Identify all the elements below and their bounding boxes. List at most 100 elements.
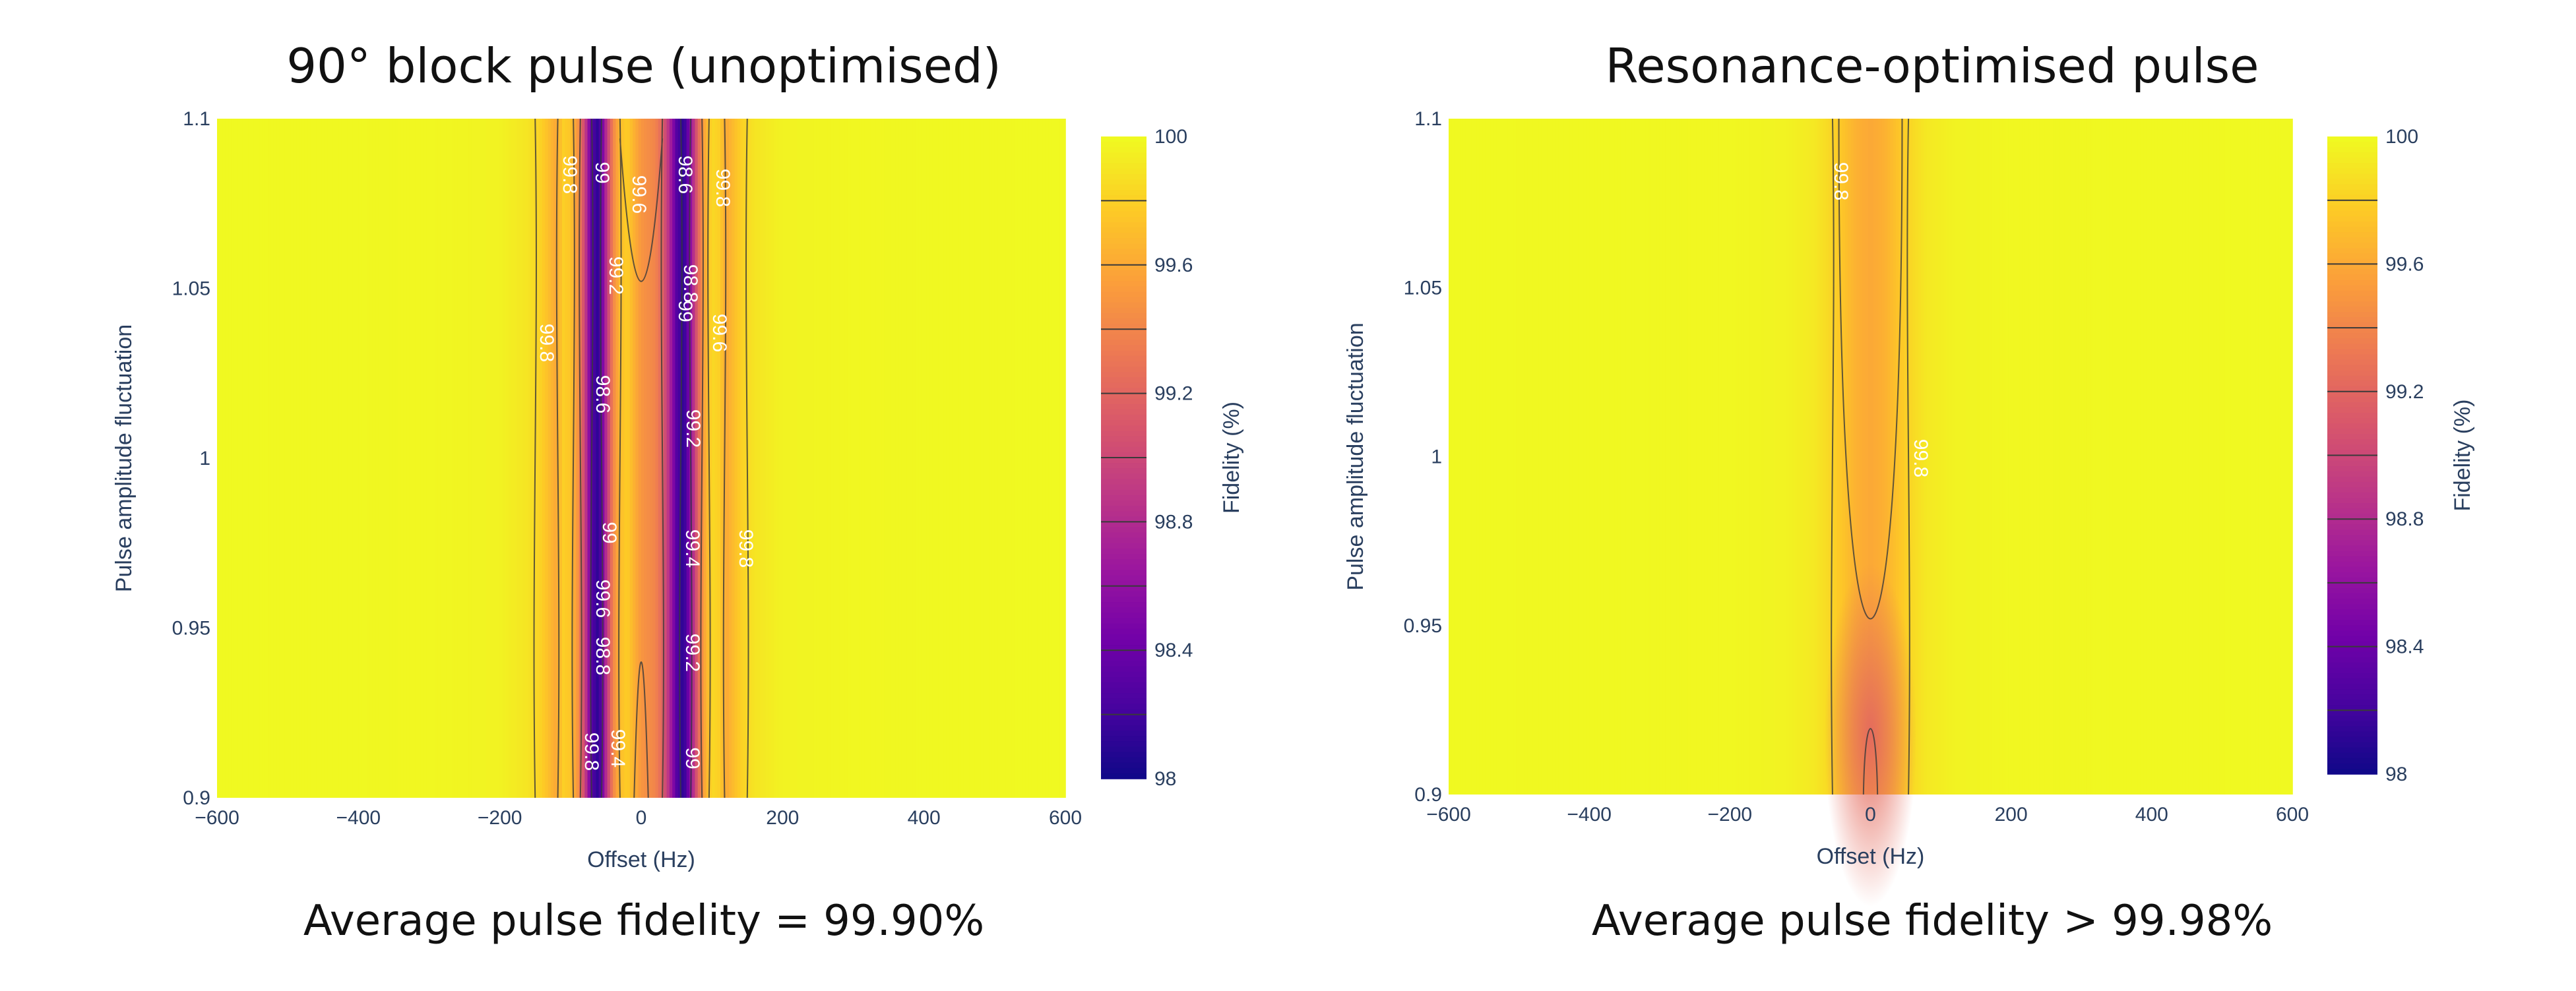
heatmap-column <box>502 119 507 798</box>
colorbar-segment <box>2327 599 2377 605</box>
colorbar-segment <box>1101 682 1147 688</box>
colorbar-segment <box>2327 545 2377 552</box>
y-tick-label: 1 <box>199 448 210 469</box>
heatmap-column <box>842 119 846 798</box>
chart-title: Resonance-optimised pulse <box>1605 38 2259 94</box>
contour-label: 99.2 <box>682 409 704 448</box>
colorbar-segment <box>2327 158 2377 164</box>
colorbar-segment <box>1101 238 1147 245</box>
heatmap-column <box>683 119 687 798</box>
heatmap-column <box>782 119 786 798</box>
colorbar-segment <box>2327 380 2377 387</box>
heatmap-column <box>1479 119 1483 795</box>
colorbar-segment <box>2327 715 2377 722</box>
colorbar-segment <box>1101 752 1147 758</box>
heatmap-column <box>2039 119 2043 795</box>
heatmap-column <box>1569 119 1573 795</box>
heatmap-column <box>1749 119 1753 795</box>
colorbar-segment <box>2327 333 2377 340</box>
heatmap-column <box>1935 119 1939 795</box>
heatmap-column <box>313 119 317 798</box>
heatmap-column <box>2106 119 2110 795</box>
heatmap-column <box>1059 119 1063 798</box>
heatmap-column <box>675 119 679 798</box>
heatmap-column <box>1614 119 1618 795</box>
heatmap-column <box>409 119 413 798</box>
heatmap-column <box>1513 119 1517 795</box>
heatmap-column <box>466 119 470 798</box>
heatmap-column <box>1788 119 1792 795</box>
colorbar-segment <box>2327 710 2377 717</box>
heatmap-column <box>1674 119 1678 795</box>
colorbar-segment <box>2327 689 2377 695</box>
heatmap-column <box>906 119 911 798</box>
colorbar-segment <box>2327 243 2377 249</box>
heatmap-column <box>765 119 769 798</box>
heatmap-column <box>2115 119 2119 795</box>
colorbar-segment <box>2327 609 2377 616</box>
heatmap-column <box>539 119 543 798</box>
heatmap-column <box>1665 119 1669 795</box>
heatmap-column <box>980 119 984 798</box>
colorbar-segment <box>2327 168 2377 175</box>
heatmap-column <box>598 119 602 798</box>
colorbar-segment <box>1101 554 1147 560</box>
heatmap-column <box>890 119 894 798</box>
heatmap-column <box>474 119 478 798</box>
heatmap-column <box>2193 119 2197 795</box>
colorbar-segment <box>2327 514 2377 520</box>
heatmap-column <box>576 119 580 798</box>
heatmap-column <box>1586 119 1590 795</box>
heatmap-column <box>2033 119 2037 795</box>
colorbar-segment <box>1101 318 1147 324</box>
colorbar-segment <box>2327 274 2377 281</box>
colorbar-segment <box>2327 253 2377 260</box>
heatmap-column <box>1530 119 1534 795</box>
colorbar-segment <box>2327 301 2377 307</box>
y-tick-label: 1.05 <box>172 278 210 300</box>
heatmap-column <box>960 119 964 798</box>
heatmap-column <box>2070 119 2074 795</box>
heatmap-column <box>771 119 775 798</box>
heatmap-column <box>1986 119 1990 795</box>
heatmap-column <box>638 119 642 798</box>
heatmap-column <box>2247 119 2251 795</box>
x-tick-label: 400 <box>908 807 941 829</box>
heatmap-column <box>955 119 958 798</box>
low-fidelity-region <box>1824 564 1917 907</box>
colorbar-segment <box>1101 398 1147 405</box>
colorbar-segment <box>2327 450 2377 456</box>
colorbar-tick-label: 99.6 <box>1154 255 1193 276</box>
colorbar-segment <box>1101 495 1147 501</box>
heatmap-column <box>791 119 795 798</box>
heatmap-column <box>1499 119 1503 795</box>
heatmap-column <box>943 119 947 798</box>
heatmap-column <box>332 119 336 798</box>
heatmap-column <box>1721 119 1725 795</box>
heatmap-column <box>1536 119 1540 795</box>
heatmap-column <box>282 119 286 798</box>
heatmap-column <box>912 119 916 798</box>
average-fidelity-caption: Average pulse fidelity = 99.90% <box>303 897 985 946</box>
heatmap-column <box>910 119 914 798</box>
colorbar-segment <box>1101 270 1147 276</box>
heatmap-column <box>1727 119 1731 795</box>
heatmap-column <box>1643 119 1647 795</box>
heatmap-column <box>1915 119 1919 795</box>
colorbar-segment <box>2327 142 2377 148</box>
heatmap-column <box>1873 119 1877 795</box>
heatmap-column <box>1594 119 1598 795</box>
colorbar-segment <box>1101 377 1147 384</box>
heatmap-column <box>2036 119 2040 795</box>
contour-line <box>1838 118 1903 620</box>
heatmap-column <box>217 119 221 798</box>
x-tick-label: −400 <box>1567 804 1612 826</box>
heatmap-column <box>607 119 611 798</box>
heatmap-column <box>1819 119 1823 795</box>
colorbar-segment <box>2327 359 2377 366</box>
heatmap-column <box>1744 119 1747 795</box>
heatmap-column <box>703 119 707 798</box>
heatmap-column <box>2011 119 2015 795</box>
colorbar-segment <box>2327 147 2377 153</box>
colorbar-segment <box>1101 458 1147 464</box>
